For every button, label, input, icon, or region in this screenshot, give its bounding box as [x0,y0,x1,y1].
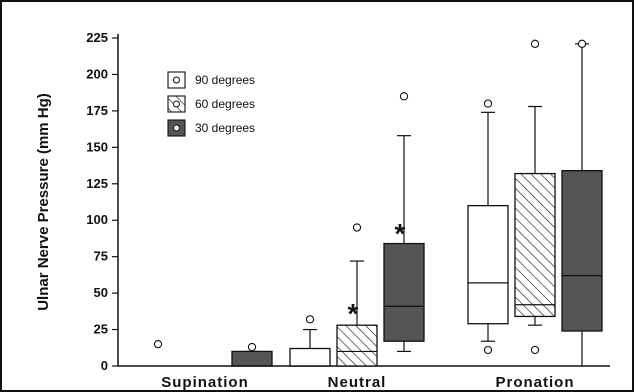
box-30-degrees-pronation [562,40,602,366]
y-tick-label: 0 [101,358,108,373]
y-tick-label: 125 [86,176,108,191]
legend-label: 90 degrees [195,73,255,87]
y-tick-label: 200 [86,66,108,81]
box-60-degrees-pronation [515,40,555,353]
outlier-point [578,40,585,47]
x-category-label: Pronation [496,374,575,391]
significance-asterisk: * [395,218,406,249]
outlier-point [531,40,538,47]
legend: 90 degrees 60 degrees 30 degrees [168,72,255,136]
box [290,349,330,366]
y-tick-label: 150 [86,139,108,154]
box [232,351,272,366]
legend-label: 30 degrees [195,121,255,135]
box-90-degrees-pronation [468,100,508,354]
x-category-label: Supination [161,374,249,391]
outlier-point [531,346,538,353]
box [515,174,555,317]
legend-marker [174,77,180,83]
outlier-point [484,100,491,107]
y-axis-label: Ulnar Nerve Pressure (mm Hg) [35,93,52,311]
y-tick-label: 50 [94,285,108,300]
outlier-point [248,343,255,350]
box [468,206,508,324]
outlier-point [400,93,407,100]
box [562,171,602,331]
significance-asterisk: * [348,298,359,329]
y-tick-label: 75 [94,249,108,264]
box-90-degrees-supination [154,341,161,348]
box-30-degrees-supination [232,343,272,366]
box-90-degrees-neutral [290,316,330,366]
y-tick-label: 25 [94,322,108,337]
y-tick-label: 175 [86,103,108,118]
y-tick-label: 225 [86,30,108,45]
legend-marker [174,101,180,107]
box [337,325,377,366]
x-category-label: Neutral [328,374,387,391]
box-60-degrees-neutral [337,224,377,366]
outlier-point [353,224,360,231]
box [384,244,424,342]
y-tick-label: 100 [86,212,108,227]
outlier-point [484,346,491,353]
outlier-point [154,341,161,348]
outlier-point [306,316,313,323]
legend-marker [174,125,180,131]
plot-marks: ** [154,40,602,366]
legend-label: 60 degrees [195,97,255,111]
